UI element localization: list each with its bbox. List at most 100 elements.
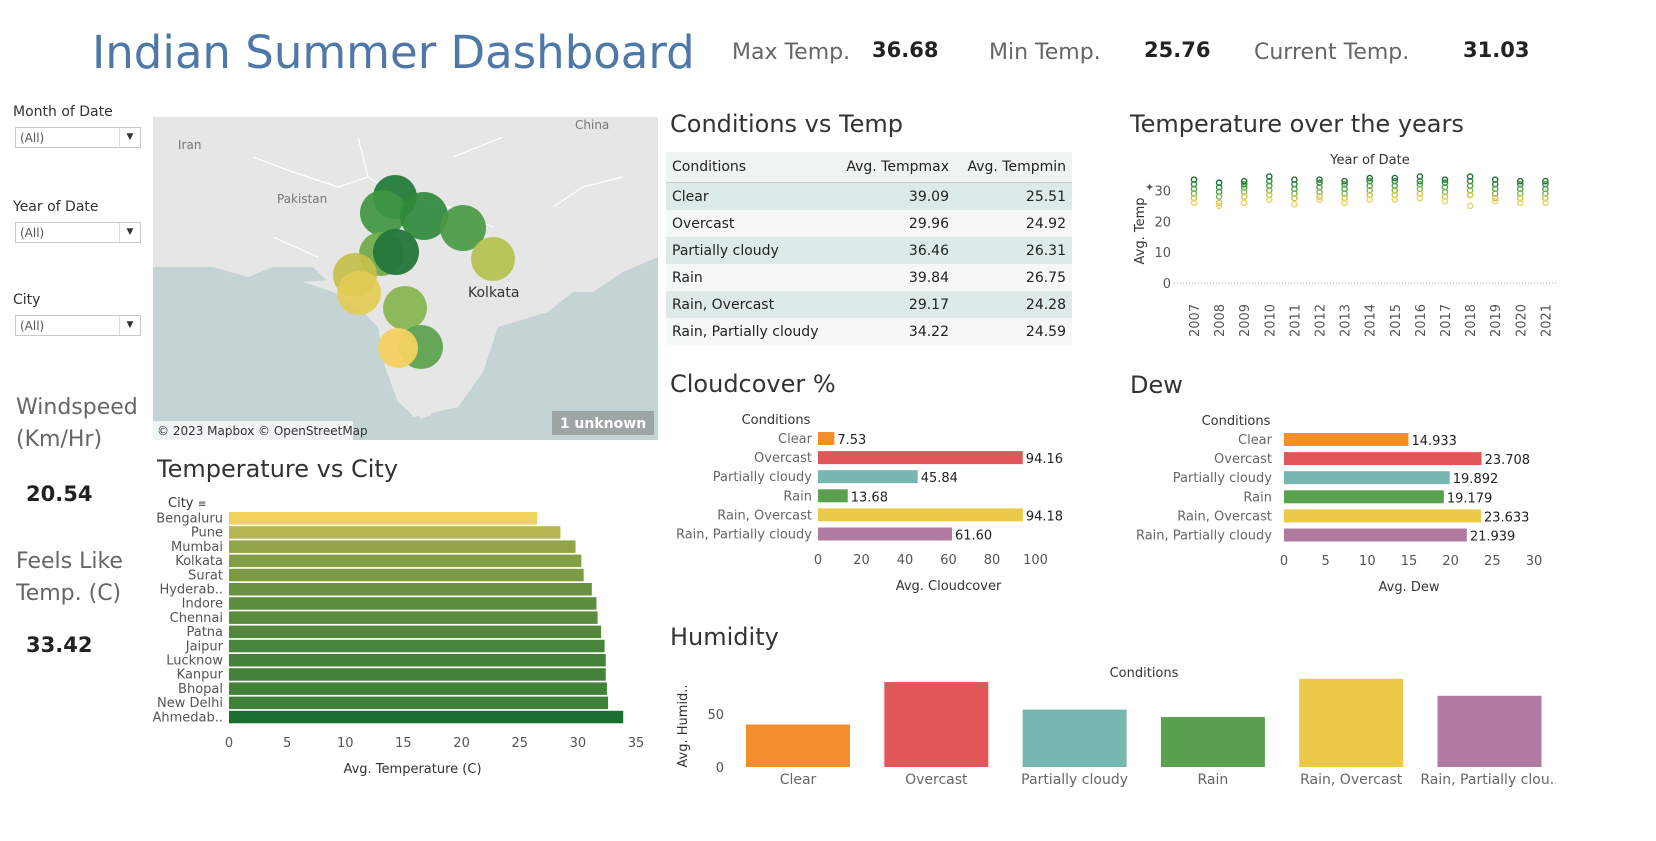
chevron-down-icon[interactable]: ▼ — [119, 223, 140, 242]
bar[interactable] — [229, 696, 609, 710]
chevron-down-icon[interactable]: ▼ — [119, 128, 140, 147]
data-point[interactable] — [1491, 194, 1499, 202]
data-point[interactable] — [1416, 177, 1424, 185]
bar[interactable] — [229, 583, 592, 596]
data-point[interactable] — [1542, 177, 1549, 185]
bar[interactable] — [1284, 471, 1450, 485]
data-point[interactable] — [1416, 194, 1424, 202]
bar[interactable] — [1160, 717, 1265, 767]
bar[interactable] — [818, 432, 835, 445]
city-marker[interactable] — [471, 237, 515, 281]
data-point[interactable] — [1441, 176, 1449, 183]
bar[interactable] — [1284, 528, 1467, 542]
bar[interactable] — [1284, 452, 1482, 466]
bar[interactable] — [229, 654, 606, 667]
unknown-badge-bg[interactable] — [552, 411, 654, 435]
table-row[interactable]: Partially cloudy 36.46 26.31 — [666, 237, 1072, 264]
bar[interactable] — [746, 724, 850, 768]
table-cell: Rain, Overcast — [666, 291, 834, 318]
data-point[interactable] — [1391, 174, 1399, 182]
bar[interactable] — [818, 451, 1023, 465]
table-row[interactable]: Rain 39.84 26.75 — [666, 264, 1072, 291]
bar[interactable] — [229, 568, 584, 582]
data-point[interactable] — [1240, 177, 1248, 185]
sort-icon[interactable]: ≡ — [198, 499, 206, 510]
bar[interactable] — [1284, 490, 1444, 504]
bar[interactable] — [818, 527, 952, 541]
data-point[interactable] — [1291, 194, 1298, 202]
bar[interactable] — [229, 611, 598, 624]
data-point[interactable] — [1240, 199, 1248, 207]
data-point[interactable] — [1316, 193, 1323, 200]
table-header[interactable]: Avg. Tempmin — [955, 152, 1072, 183]
data-point[interactable] — [1441, 197, 1449, 205]
bar[interactable] — [1022, 709, 1127, 767]
chevron-down-icon[interactable]: ▼ — [119, 316, 140, 335]
data-point[interactable] — [1341, 177, 1348, 185]
data-point[interactable] — [1190, 199, 1198, 207]
city-markers[interactable] — [333, 175, 515, 369]
data-point[interactable] — [1366, 196, 1373, 203]
bar[interactable] — [229, 639, 605, 653]
data-point[interactable] — [1240, 193, 1248, 200]
data-point[interactable] — [1291, 201, 1298, 208]
table-row[interactable]: Rain, Partially cloudy 34.22 24.59 — [666, 318, 1072, 345]
bar[interactable] — [229, 597, 597, 610]
data-point[interactable] — [1466, 191, 1474, 199]
data-point[interactable] — [1265, 196, 1273, 203]
humidity-chart[interactable]: Conditions Avg. Humid.. 0 50 Clear Overcast Pa… — [666, 660, 1556, 792]
data-point[interactable] — [1466, 202, 1474, 210]
city-marker[interactable] — [383, 286, 427, 330]
city-marker[interactable] — [373, 229, 419, 275]
data-point[interactable] — [1316, 196, 1323, 203]
temp-vs-city-chart[interactable]: City ≡ BengaluruPuneMumbaiKolkataSuratHyde… — [140, 490, 660, 785]
data-point[interactable] — [1516, 177, 1524, 185]
city-marker[interactable] — [400, 192, 448, 240]
map-attribution[interactable]: © 2023 Mapbox © OpenStreetMap — [157, 424, 368, 438]
bar[interactable] — [1299, 678, 1404, 767]
data-point[interactable] — [1215, 202, 1223, 210]
bar[interactable] — [818, 508, 1023, 522]
city-filter-select[interactable]: (All) ▼ — [15, 315, 141, 336]
bar[interactable] — [229, 668, 606, 681]
bar[interactable] — [229, 710, 624, 724]
bar[interactable] — [1284, 509, 1481, 523]
bar[interactable] — [229, 540, 576, 553]
dew-chart[interactable]: Conditions Clear 14.933 Overcast 23.708 Parti… — [1126, 406, 1556, 601]
table-header[interactable]: Avg. Tempmax — [833, 152, 955, 183]
data-point[interactable] — [1215, 193, 1223, 200]
table-header[interactable]: Conditions — [666, 152, 834, 183]
data-point[interactable] — [1240, 180, 1248, 188]
bar[interactable] — [229, 512, 538, 525]
data-point[interactable] — [1391, 196, 1399, 203]
table-row[interactable]: Clear 39.09 25.51 — [666, 182, 1072, 210]
bar[interactable] — [229, 554, 582, 568]
bar[interactable] — [818, 470, 918, 484]
city-marker[interactable] — [337, 271, 381, 315]
city-marker[interactable] — [440, 205, 486, 251]
table-row[interactable]: Rain, Overcast 29.17 24.28 — [666, 291, 1072, 318]
bar[interactable] — [229, 526, 561, 539]
temp-over-years-chart[interactable]: Year of Date Avg. Temp ✦ 0 10 20 30 2007 2008 200… — [1125, 145, 1556, 345]
table-row[interactable]: Overcast 29.96 24.92 — [666, 210, 1072, 237]
bar[interactable] — [1284, 433, 1409, 446]
data-point[interactable] — [1316, 176, 1323, 183]
city-marker[interactable] — [378, 328, 418, 368]
bar[interactable] — [818, 489, 848, 503]
bar[interactable] — [884, 682, 989, 767]
data-point[interactable] — [1491, 197, 1499, 205]
data-point[interactable] — [1542, 199, 1549, 207]
city-map[interactable]: Iran China Pakistan Kolkata © 2023 Mapbo… — [153, 117, 658, 440]
data-point[interactable] — [1341, 199, 1348, 207]
year-filter-select[interactable]: (All) ▼ — [15, 222, 141, 243]
data-point[interactable] — [1516, 199, 1524, 207]
bar[interactable] — [229, 682, 607, 695]
bar[interactable] — [229, 625, 602, 639]
city-marker[interactable] — [360, 190, 406, 236]
data-point[interactable] — [1215, 199, 1223, 207]
month-filter-select[interactable]: (All) ▼ — [15, 127, 141, 148]
cloudcover-chart[interactable]: Conditions Clear 7.53 Overcast 94.16 Partiall… — [666, 405, 1086, 600]
bar[interactable] — [1437, 695, 1542, 767]
unknown-badge[interactable]: 1 unknown — [560, 416, 646, 432]
data-point[interactable] — [1366, 174, 1373, 182]
